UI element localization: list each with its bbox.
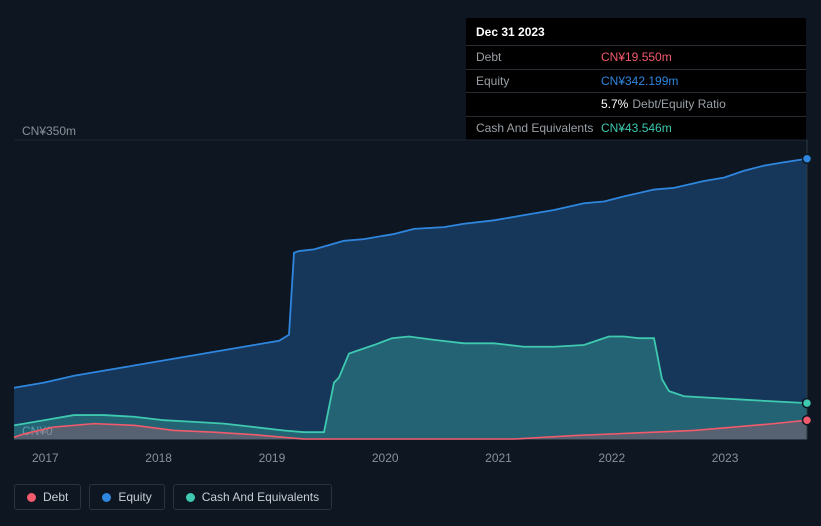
legend-dot-icon	[186, 493, 195, 502]
tooltip-row-value: 5.7%	[601, 96, 628, 113]
legend-item-equity[interactable]: Equity	[89, 484, 164, 510]
tooltip-row: DebtCN¥19.550m	[466, 45, 806, 69]
tooltip-row-label: Debt	[476, 49, 601, 66]
x-axis-tick-label: 2022	[598, 451, 625, 465]
y-axis-tick-label: CN¥350m	[22, 124, 76, 138]
x-axis-tick-label: 2021	[485, 451, 512, 465]
legend-item-label: Equity	[118, 490, 151, 504]
legend-dot-icon	[102, 493, 111, 502]
tooltip-row: 5.7%Debt/Equity Ratio	[466, 92, 806, 116]
tooltip-row-value: CN¥342.199m	[601, 73, 678, 90]
legend-item-cash[interactable]: Cash And Equivalents	[173, 484, 332, 510]
tooltip-row-label: Equity	[476, 73, 601, 90]
x-axis-tick-label: 2023	[712, 451, 739, 465]
x-axis-tick-label: 2018	[145, 451, 172, 465]
legend-dot-icon	[27, 493, 36, 502]
legend-item-label: Debt	[43, 490, 68, 504]
tooltip-row-label	[476, 96, 601, 113]
x-axis-tick-label: 2019	[259, 451, 286, 465]
series-end-dot-equity	[803, 154, 812, 163]
legend-item-debt[interactable]: Debt	[14, 484, 81, 510]
legend-item-label: Cash And Equivalents	[202, 490, 319, 504]
tooltip-row-value: CN¥19.550m	[601, 49, 672, 66]
x-axis-tick-label: 2020	[372, 451, 399, 465]
tooltip: Dec 31 2023 DebtCN¥19.550mEquityCN¥342.1…	[466, 18, 806, 140]
series-end-dot-cash	[803, 399, 812, 408]
chart-plot	[14, 140, 807, 440]
tooltip-title: Dec 31 2023	[466, 18, 806, 45]
chart-svg	[14, 140, 807, 439]
x-axis-tick-label: 2017	[32, 451, 59, 465]
legend: Debt Equity Cash And Equivalents	[14, 484, 332, 510]
tooltip-row: Cash And EquivalentsCN¥43.546m	[466, 116, 806, 140]
tooltip-row-suffix: Debt/Equity Ratio	[632, 96, 725, 113]
tooltip-row-value: CN¥43.546m	[601, 120, 672, 137]
series-end-dot-debt	[803, 416, 812, 425]
tooltip-row: EquityCN¥342.199m	[466, 69, 806, 93]
tooltip-row-label: Cash And Equivalents	[476, 120, 601, 137]
